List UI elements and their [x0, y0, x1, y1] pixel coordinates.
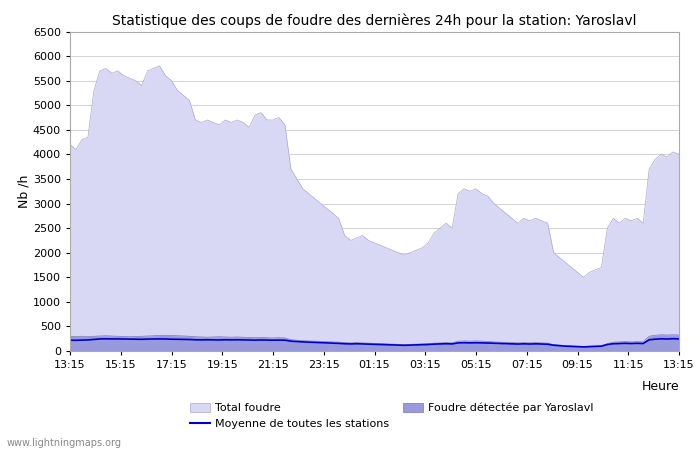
Legend: Total foudre, Moyenne de toutes les stations, Foudre détectée par Yaroslavl: Total foudre, Moyenne de toutes les stat… [186, 398, 598, 433]
Text: www.lightningmaps.org: www.lightningmaps.org [7, 438, 122, 448]
Title: Statistique des coups de foudre des dernières 24h pour la station: Yaroslavl: Statistique des coups de foudre des dern… [112, 13, 637, 27]
Text: Heure: Heure [641, 380, 679, 393]
Y-axis label: Nb /h: Nb /h [17, 175, 30, 208]
